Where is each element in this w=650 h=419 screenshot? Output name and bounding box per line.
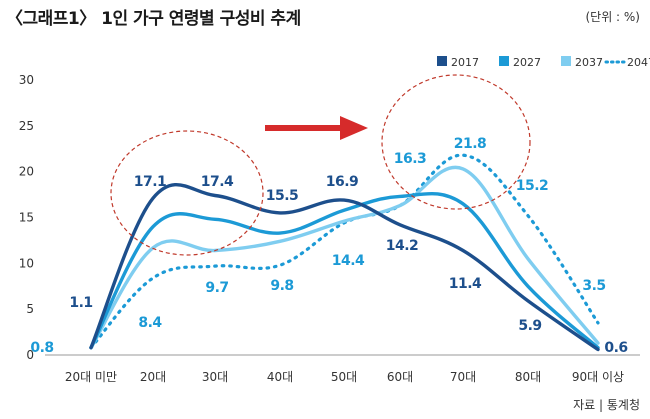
x-tick-label-4: 50대 xyxy=(331,370,357,384)
x-tick-label-3: 40대 xyxy=(267,370,293,384)
legend-label-2037: 2037 xyxy=(575,56,603,69)
highlight-circle-right xyxy=(381,74,531,210)
data-label-2017-4: 16.9 xyxy=(326,174,359,190)
data-label-2017-8: 0.6 xyxy=(604,340,627,356)
y-tick-label-30: 30 xyxy=(19,73,34,87)
data-label-2017-0: 1.1 xyxy=(69,295,92,311)
series-line-2047 xyxy=(89,153,600,350)
legend-swatch-2017 xyxy=(437,56,447,66)
x-tick-label-8: 90대 이상 xyxy=(572,370,624,384)
data-label-2047-1: 8.4 xyxy=(138,315,162,331)
x-tick-label-5: 60대 xyxy=(387,370,413,384)
series-line-2027 xyxy=(89,191,600,350)
data-label-2017-7: 5.9 xyxy=(518,318,541,334)
data-label-2017-5: 14.2 xyxy=(386,238,419,254)
x-tick-label-7: 80대 xyxy=(515,370,541,384)
data-label-2047-0: 0.8 xyxy=(30,340,53,356)
x-tick-label-1: 20대 xyxy=(140,370,166,384)
series-line-2017 xyxy=(89,183,600,352)
legend-swatch-2037 xyxy=(561,56,571,66)
data-label-2047-7: 15.2 xyxy=(516,178,549,194)
chart-title: 〈그래프1〉 1인 가구 연령별 구성비 추계 xyxy=(6,9,301,29)
data-label-2047-6: 21.8 xyxy=(454,136,487,152)
data-label-2047-8: 3.5 xyxy=(582,278,605,294)
y-tick-label-15: 15 xyxy=(19,211,34,225)
data-label-2017-2: 17.4 xyxy=(201,174,234,190)
data-label-2017-3: 15.5 xyxy=(266,188,299,204)
legend-swatch-2027 xyxy=(499,56,509,66)
unit-label: (단위 : %) xyxy=(585,10,640,24)
legend-label-2047: 2047 xyxy=(627,56,650,69)
legend-label-2017: 2017 xyxy=(451,56,479,69)
data-label-2047-4: 14.4 xyxy=(332,253,365,269)
y-tick-label-25: 25 xyxy=(19,119,34,133)
series-line-2037 xyxy=(89,165,600,350)
y-tick-label-20: 20 xyxy=(19,165,34,179)
y-tick-label-0: 0 xyxy=(26,348,34,362)
source-label: 자료 | 통계청 xyxy=(573,398,640,412)
data-label-2017-6: 11.4 xyxy=(449,276,482,292)
data-label-2047-2: 9.7 xyxy=(205,280,228,296)
x-tick-label-6: 70대 xyxy=(450,370,476,384)
legend-label-2027: 2027 xyxy=(513,56,541,69)
y-tick-label-10: 10 xyxy=(19,256,34,270)
x-tick-label-0: 20대 미만 xyxy=(65,370,117,384)
x-tick-label-2: 30대 xyxy=(202,370,228,384)
data-label-2047-5: 16.3 xyxy=(394,151,427,167)
trend-arrow-head xyxy=(340,116,368,140)
data-label-2047-3: 9.8 xyxy=(270,278,293,294)
y-tick-label-5: 5 xyxy=(26,302,34,316)
highlight-circle-left xyxy=(110,130,264,256)
data-label-2017-1: 17.1 xyxy=(134,174,167,190)
